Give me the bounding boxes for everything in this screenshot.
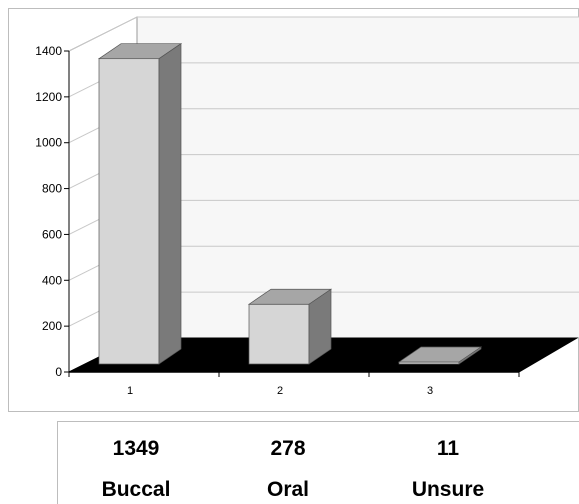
chart-area: 0 200 400 600 800 1000 1200 1400 1 2 3 bbox=[8, 8, 579, 412]
label-cell-unsure: Unsure bbox=[411, 478, 485, 501]
bar-1 bbox=[97, 43, 183, 365]
x-tick-label: 1 bbox=[127, 385, 133, 397]
x-tick-label: 3 bbox=[427, 385, 433, 397]
value-cell-buccal: 1349 bbox=[112, 437, 160, 460]
y-tick-label: 1400 bbox=[35, 44, 62, 58]
y-tick-label: 200 bbox=[42, 319, 62, 333]
value-cell-unsure: 11 bbox=[436, 437, 460, 460]
back-wall bbox=[137, 17, 579, 338]
x-axis-ticks: 1 2 3 bbox=[68, 372, 520, 397]
y-axis-ticks: 0 200 400 600 800 1000 1200 1400 bbox=[35, 44, 70, 379]
bar-3 bbox=[397, 346, 483, 365]
label-cell-oral: Oral bbox=[266, 478, 310, 501]
bar-side bbox=[458, 346, 482, 365]
y-tick-label: 1000 bbox=[35, 136, 62, 150]
data-table: 1349 278 11 Buccal Oral Unsure bbox=[57, 421, 579, 504]
bars bbox=[97, 43, 483, 365]
y-tick-label: 600 bbox=[42, 227, 62, 241]
bar-front bbox=[98, 58, 160, 365]
bar-front bbox=[248, 303, 310, 365]
label-cell-buccal: Buccal bbox=[101, 478, 171, 501]
value-cell-oral: 278 bbox=[270, 437, 306, 460]
bar-chart: 0 200 400 600 800 1000 1200 1400 1 2 3 bbox=[35, 16, 579, 397]
y-tick-label: 1200 bbox=[35, 90, 62, 104]
y-tick-label: 0 bbox=[55, 365, 62, 379]
y-tick-label: 400 bbox=[42, 273, 62, 287]
y-tick-label: 800 bbox=[42, 182, 62, 196]
bar-2 bbox=[247, 288, 333, 365]
bar-side bbox=[158, 43, 182, 365]
gridline-diagonal bbox=[68, 16, 138, 52]
bar-side bbox=[308, 288, 332, 365]
x-tick-label: 2 bbox=[277, 385, 283, 397]
